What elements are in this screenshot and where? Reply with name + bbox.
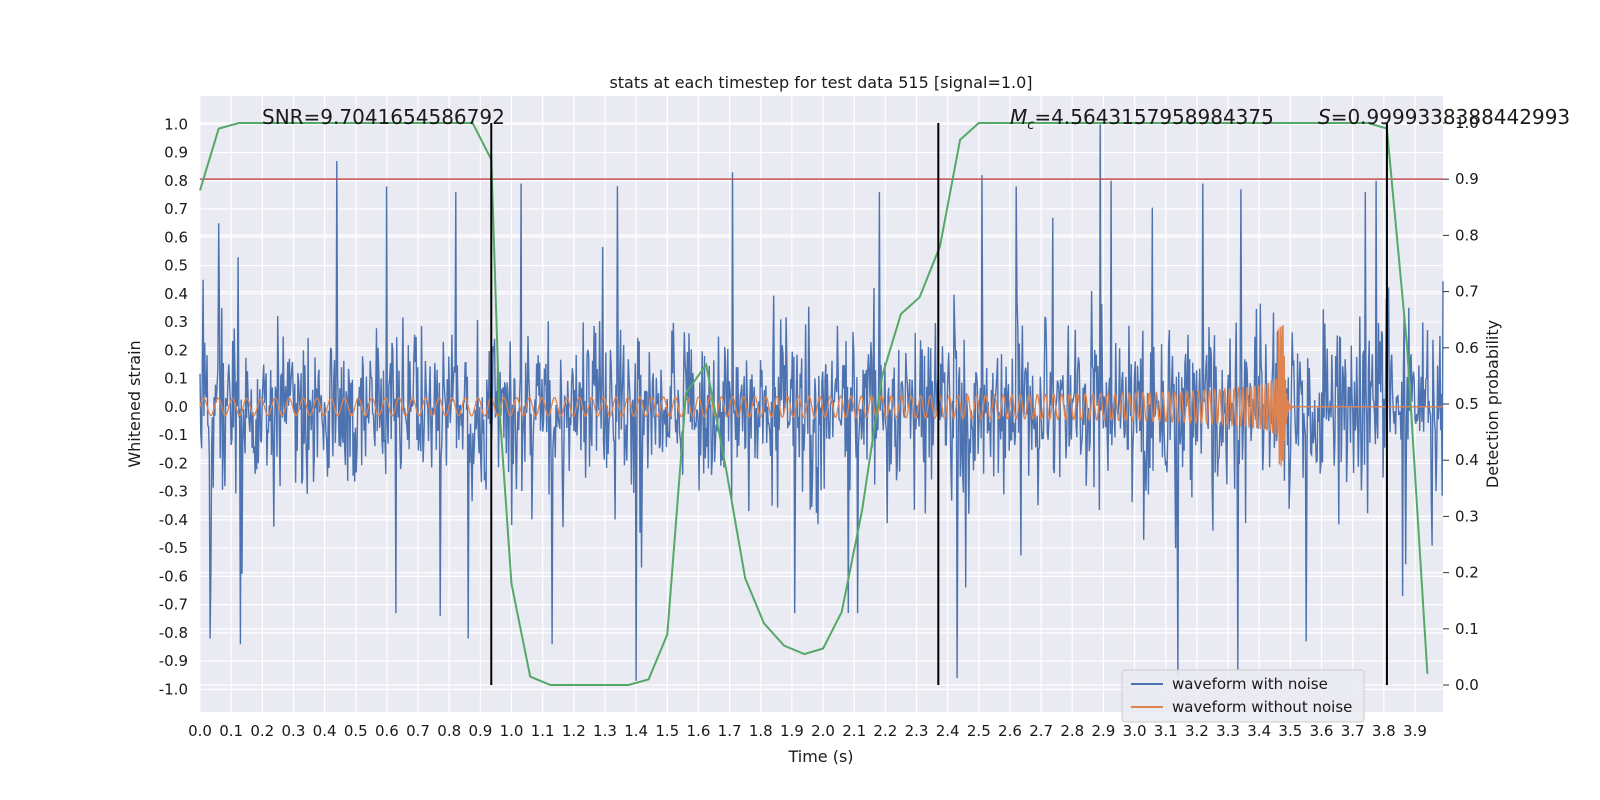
y-tick-labels: 1.0 0.9 0.8 0.7 0.6 0.5 0.4 0.3 0.2 0.1 0.0 -0.1 -0.… bbox=[159, 115, 188, 698]
y2-tick-label: 0.4 bbox=[1455, 451, 1479, 469]
legend-box bbox=[1121, 669, 1365, 723]
y-tick-label: -0.7 bbox=[159, 596, 188, 614]
x-tick-label: 0.5 bbox=[344, 722, 368, 740]
x-tick-label: 1.6 bbox=[687, 722, 711, 740]
y-tick-label: 0.4 bbox=[164, 285, 188, 303]
y2-axis-label: Detection probability bbox=[1483, 320, 1502, 488]
y-tick-label: 0.2 bbox=[164, 341, 188, 359]
x-tick-label: 3.0 bbox=[1123, 722, 1147, 740]
x-tick-label: 1.5 bbox=[655, 722, 679, 740]
y-tick-label: -0.8 bbox=[159, 624, 188, 642]
y-tick-label: 0.5 bbox=[164, 257, 188, 275]
y-tick-label: 0.6 bbox=[164, 228, 188, 246]
x-tick-label: 0.1 bbox=[219, 722, 243, 740]
y-tick-label: 1.0 bbox=[164, 115, 188, 133]
x-tick-label: 2.3 bbox=[905, 722, 929, 740]
y-tick-label: 0.9 bbox=[164, 144, 188, 162]
plot-area bbox=[199, 122, 1444, 686]
y-axis-label: Whitened strain bbox=[125, 340, 144, 467]
noisy-waveform-line bbox=[199, 124, 1444, 681]
y2-tick-label: 0.8 bbox=[1455, 226, 1479, 244]
x-tick-label: 2.7 bbox=[1029, 722, 1053, 740]
x-tick-label: 3.1 bbox=[1154, 722, 1178, 740]
x-tick-label: 0.2 bbox=[250, 722, 274, 740]
x-tick-label: 2.0 bbox=[811, 722, 835, 740]
y-tick-label: -0.1 bbox=[159, 426, 188, 444]
x-tick-label: 3.2 bbox=[1185, 722, 1209, 740]
x-tick-label: 3.4 bbox=[1247, 722, 1271, 740]
x-axis-label: Time (s) bbox=[787, 747, 853, 766]
x-tick-labels: 0.0 0.1 0.2 0.3 0.4 0.5 0.6 0.7 0.8 0.9 1.0 1.1 1.2 1… bbox=[188, 722, 1427, 740]
x-tick-label: 0.9 bbox=[468, 722, 492, 740]
x-tick-label: 3.6 bbox=[1310, 722, 1334, 740]
x-tick-label: 1.9 bbox=[780, 722, 804, 740]
x-tick-label: 0.4 bbox=[313, 722, 337, 740]
x-tick-label: 0.8 bbox=[437, 722, 461, 740]
y2-tick-label: 0.9 bbox=[1455, 170, 1479, 188]
score-annotation: S=0.9999338388442993 bbox=[1318, 105, 1570, 129]
x-tick-label: 1.3 bbox=[593, 722, 617, 740]
y-tick-label: -0.4 bbox=[159, 511, 188, 529]
x-tick-label: 2.2 bbox=[873, 722, 897, 740]
y-tick-label: -0.6 bbox=[159, 567, 188, 585]
y2-tick-label: 0.2 bbox=[1455, 564, 1479, 582]
snr-annotation: SNR=9.7041654586792 bbox=[262, 105, 505, 129]
legend-label-noise: waveform with noise bbox=[1172, 675, 1328, 693]
y2-tick-label: 0.0 bbox=[1455, 676, 1479, 694]
y2-tick-label: 0.6 bbox=[1455, 339, 1479, 357]
y2-tick-label: 0.1 bbox=[1455, 620, 1479, 638]
y-tick-label: 0.3 bbox=[164, 313, 188, 331]
x-tick-label: 3.5 bbox=[1278, 722, 1302, 740]
x-tick-label: 1.4 bbox=[624, 722, 648, 740]
y-tick-label: 0.8 bbox=[164, 172, 188, 190]
x-tick-label: 3.7 bbox=[1341, 722, 1365, 740]
x-tick-label: 3.9 bbox=[1403, 722, 1427, 740]
clean-waveform-line bbox=[199, 324, 1443, 467]
y-tick-label: -1.0 bbox=[159, 680, 188, 698]
chirp-mass-annotation: Mc=4.5643157958984375 bbox=[1010, 105, 1274, 133]
y-tick-label: 0.7 bbox=[164, 200, 188, 218]
x-tick-label: 2.9 bbox=[1092, 722, 1116, 740]
x-tick-label: 0.0 bbox=[188, 722, 212, 740]
legend-label-clean: waveform without noise bbox=[1172, 698, 1352, 716]
y-tick-label: -0.2 bbox=[159, 454, 188, 472]
x-tick-label: 1.1 bbox=[531, 722, 555, 740]
y2-tick-label: 0.3 bbox=[1455, 507, 1479, 525]
y2-tick-label: 0.7 bbox=[1455, 283, 1479, 301]
x-tick-label: 1.7 bbox=[718, 722, 742, 740]
x-tick-label: 1.8 bbox=[749, 722, 773, 740]
y-tick-label: -0.3 bbox=[159, 483, 188, 501]
x-tick-label: 3.3 bbox=[1216, 722, 1240, 740]
x-tick-label: 0.3 bbox=[282, 722, 306, 740]
x-tick-label: 3.8 bbox=[1372, 722, 1396, 740]
y2-tick-label: 0.5 bbox=[1455, 395, 1479, 413]
x-tick-label: 2.8 bbox=[1060, 722, 1084, 740]
x-tick-label: 1.0 bbox=[500, 722, 524, 740]
x-tick-label: 0.7 bbox=[406, 722, 430, 740]
x-tick-label: 2.6 bbox=[998, 722, 1022, 740]
y-tick-label: -0.9 bbox=[159, 652, 188, 670]
y2-tick-labels: 1.0 0.9 0.8 0.7 0.6 0.5 0.4 0.3 0.2 0.1 0.0 bbox=[1443, 114, 1479, 694]
y2-tick-label: 1.0 bbox=[1455, 114, 1479, 132]
legend: waveform with noise waveform without noi… bbox=[1121, 669, 1365, 723]
x-tick-label: 2.1 bbox=[842, 722, 866, 740]
x-tick-label: 1.2 bbox=[562, 722, 586, 740]
y-tick-label: -0.5 bbox=[159, 539, 188, 557]
y-tick-label: 0.1 bbox=[164, 370, 188, 388]
y-tick-label: 0.0 bbox=[164, 398, 188, 416]
x-tick-label: 2.4 bbox=[936, 722, 960, 740]
x-tick-label: 0.6 bbox=[375, 722, 399, 740]
chart-title: stats at each timestep for test data 515… bbox=[609, 73, 1032, 92]
x-tick-label: 2.5 bbox=[967, 722, 991, 740]
